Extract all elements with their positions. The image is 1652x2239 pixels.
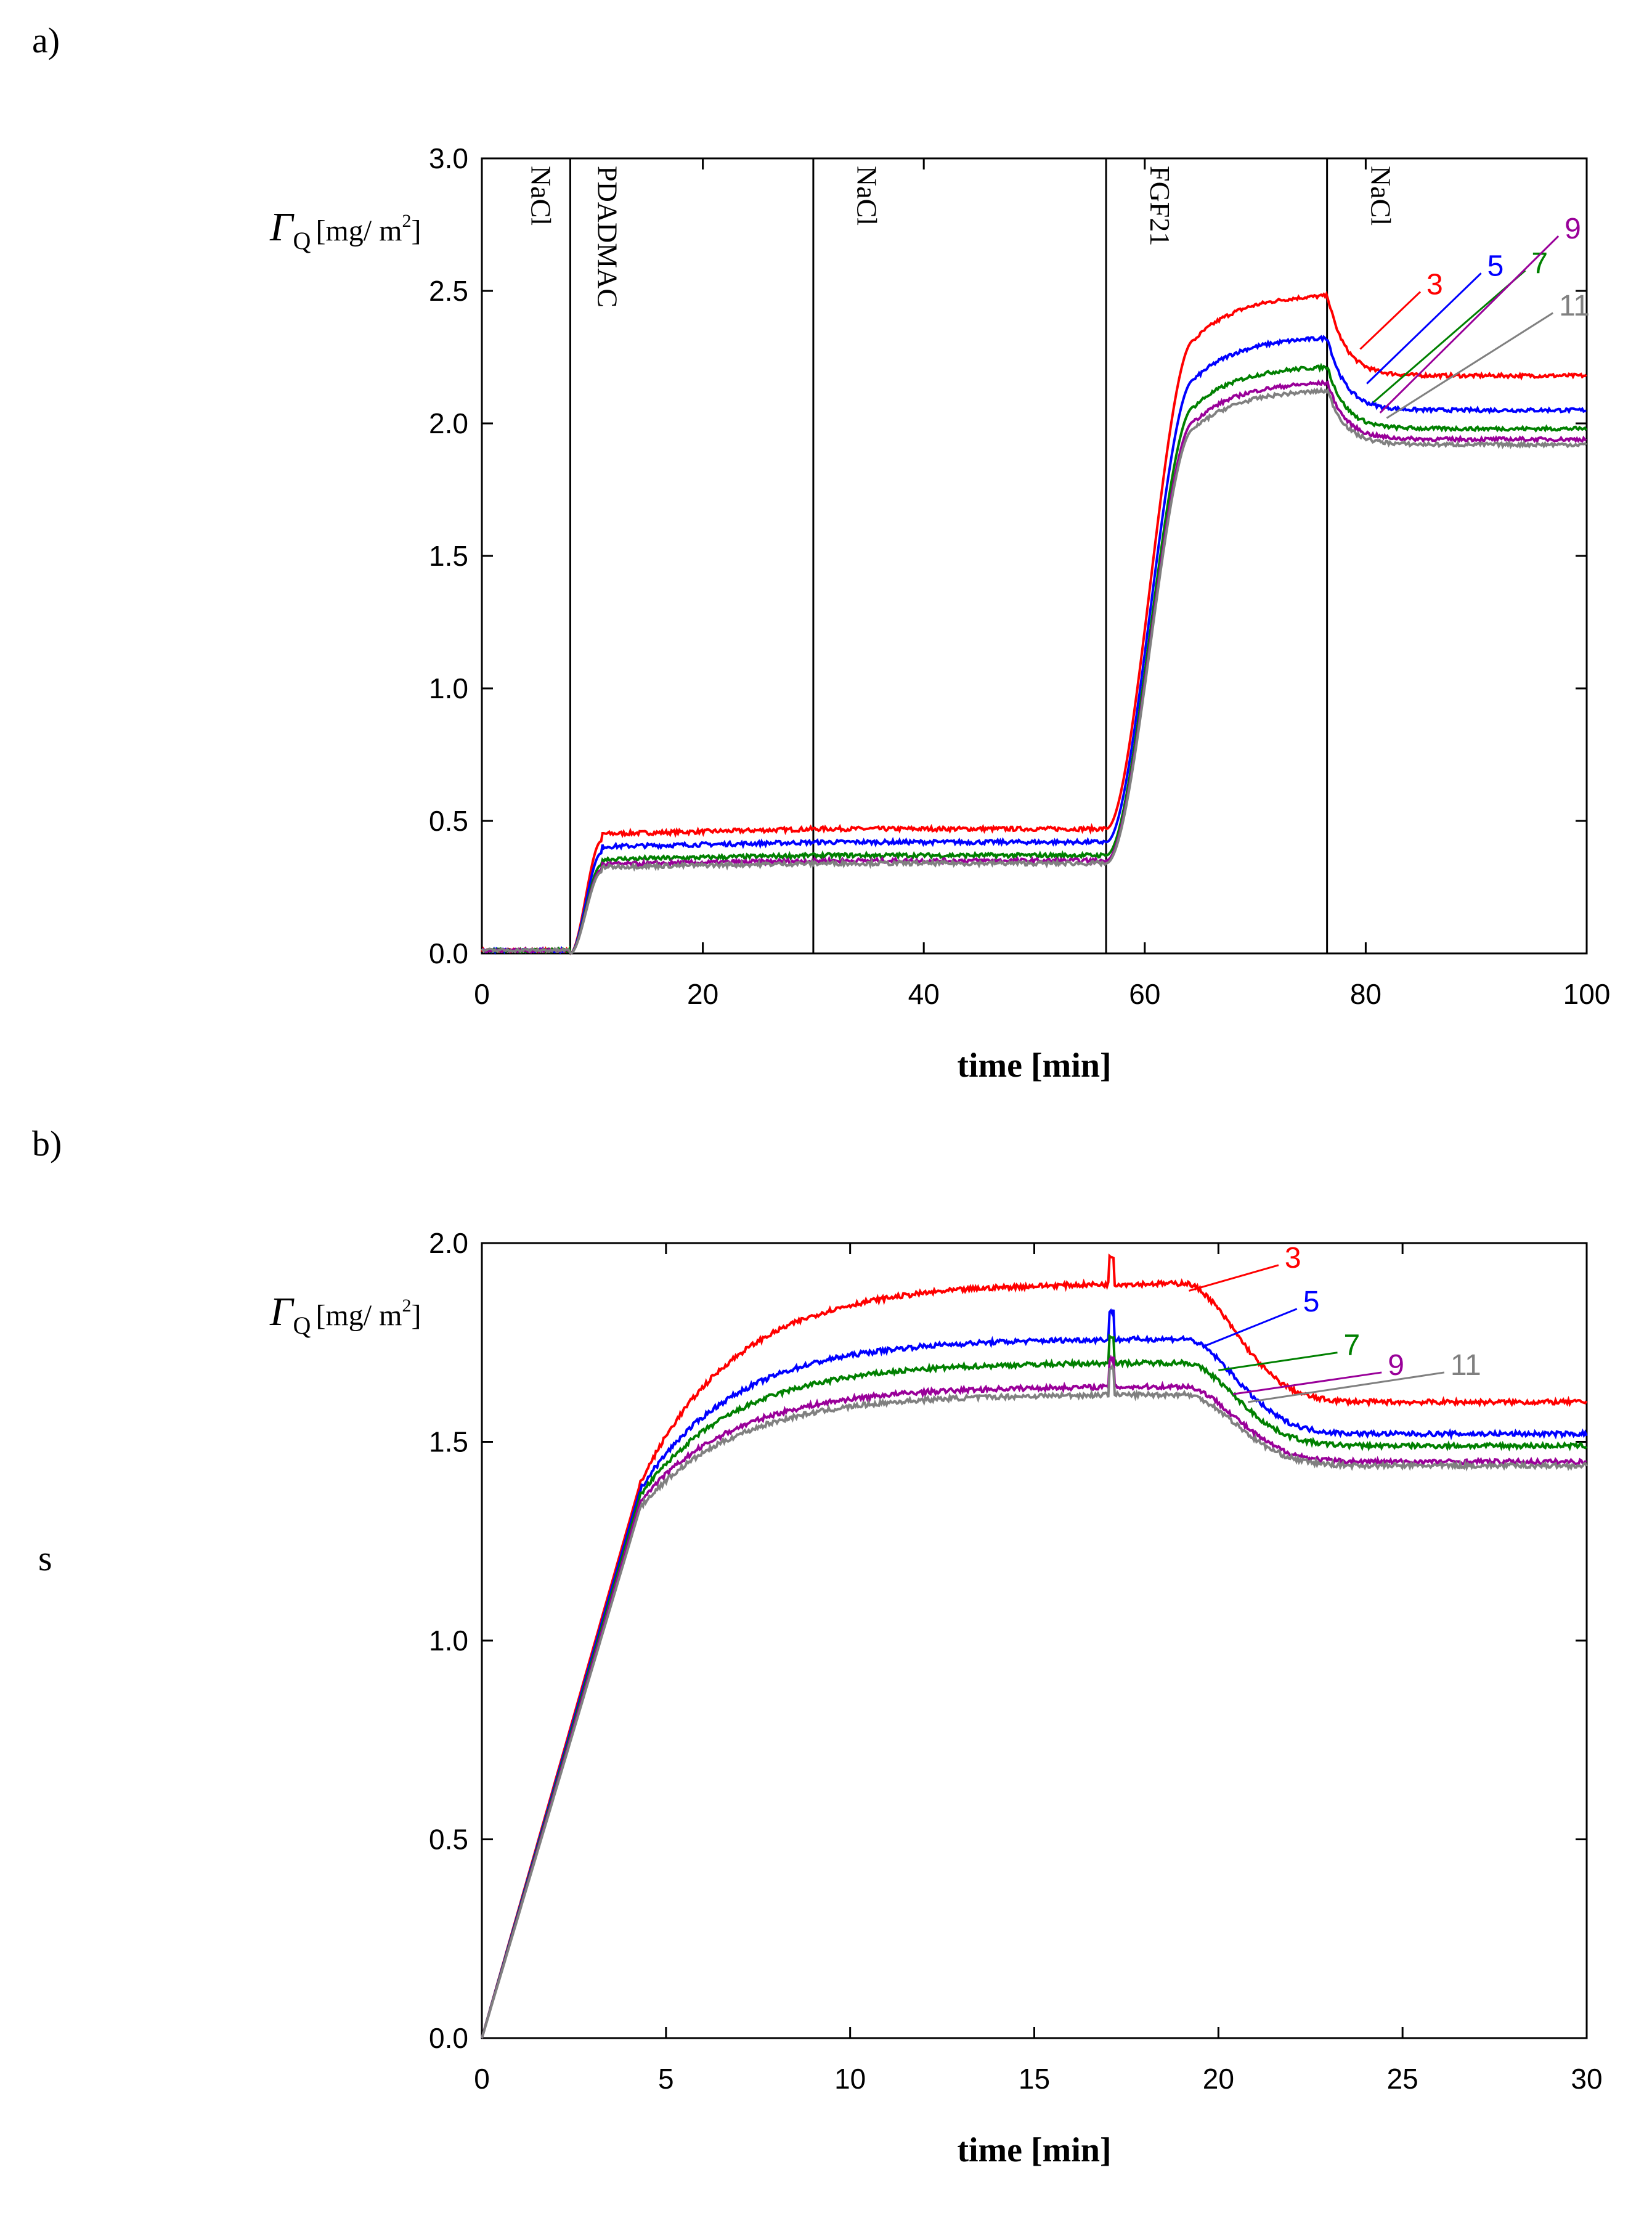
series-label-5: 5 [1303, 1286, 1320, 1318]
x-tick-label: 10 [834, 2063, 866, 2095]
series-leader-7 [1218, 1352, 1338, 1371]
panel-b-label: b) [32, 1124, 62, 1164]
series-label-7: 7 [1344, 1329, 1361, 1362]
x-tick-label: 80 [1350, 978, 1381, 1010]
series-line-3 [481, 290, 1587, 956]
panel-a-label: a) [32, 20, 60, 60]
x-tick-label: 30 [1571, 2063, 1602, 2095]
plot-frame-b [481, 1242, 1588, 2039]
series-label-11: 11 [1559, 290, 1590, 322]
series-label-11: 11 [1451, 1349, 1481, 1382]
x-tick-label: 25 [1387, 2063, 1418, 2095]
x-tick-label: 15 [1019, 2063, 1050, 2095]
x-tick-label: 5 [658, 2063, 674, 2095]
series-leader-11 [1386, 312, 1553, 419]
x-tick-label: 100 [1563, 978, 1611, 1010]
series-label-9: 9 [1565, 213, 1581, 245]
chart-a: 0 20 40 60 80 100 0.0 0.5 1.0 1.5 2.0 2.5 3.0 time [m… [269, 142, 1610, 1085]
x-axis-title: time [min] [957, 2131, 1111, 2169]
y-axis-symbol: Γ [269, 1289, 295, 1334]
y-axis-subscript: Q [293, 1311, 311, 1339]
phase-label: PDADMAC [592, 166, 623, 308]
y-tick-label: 2.0 [429, 407, 468, 439]
x-tick-label: 20 [1203, 2063, 1234, 2095]
series-line-9 [481, 1355, 1587, 2039]
y-tick-label: 1.5 [429, 540, 468, 572]
y-tick-label: 3.0 [429, 142, 468, 174]
y-tick-label: 2.5 [429, 275, 468, 307]
series-line-7 [481, 362, 1588, 955]
phase-label: NaCl [852, 166, 883, 226]
phase-label: NaCl [526, 166, 557, 226]
y-tick-label: 0.0 [429, 937, 468, 969]
phase-label: FGF21 [1144, 166, 1176, 246]
x-tick-label: 0 [474, 978, 490, 1010]
x-tick-label: 0 [474, 2063, 490, 2095]
series-leader-5 [1203, 1308, 1298, 1348]
y-tick-label: 1.0 [429, 1625, 468, 1657]
x-tick-label: 60 [1129, 978, 1160, 1010]
y-axis-unit: [mg/ m [315, 1299, 402, 1332]
series-line-11 [481, 1363, 1588, 2039]
series-leader-3 [1359, 291, 1422, 350]
y-tick-label: 1.0 [429, 672, 468, 704]
series-leader-7 [1372, 269, 1526, 403]
y-axis-close: ] [411, 1299, 421, 1332]
y-axis-title: ΓQ [mg/ m2] [269, 1289, 421, 1339]
series-label-7: 7 [1531, 247, 1548, 280]
y-axis-superscript: 2 [402, 211, 411, 231]
y-tick-label: 0.5 [429, 805, 468, 837]
series-line-3 [481, 1253, 1588, 2039]
y-axis-symbol: Γ [269, 205, 295, 250]
series-leader-5 [1366, 272, 1482, 385]
series-label-3: 3 [1426, 268, 1443, 301]
x-tick-label: 40 [908, 978, 940, 1010]
series-line-7 [481, 1333, 1588, 2039]
series-label-3: 3 [1285, 1242, 1301, 1274]
x-tick-label: 20 [687, 978, 718, 1010]
series-leader-3 [1189, 1264, 1279, 1292]
phase-label: NaCl [1365, 166, 1396, 226]
y-tick-label: 2.0 [429, 1227, 468, 1259]
series-line-11 [481, 386, 1587, 955]
y-tick-label: 1.5 [429, 1426, 468, 1458]
y-axis-close: ] [411, 214, 421, 247]
series-leader-9 [1233, 1371, 1382, 1395]
y-tick-label: 0.0 [429, 2022, 468, 2054]
series-leader-9 [1379, 235, 1560, 414]
series-label-5: 5 [1487, 250, 1504, 282]
series-label-9: 9 [1388, 1349, 1404, 1382]
x-axis-title: time [min] [957, 1046, 1111, 1085]
y-axis-unit: [mg/ m [315, 214, 402, 247]
y-axis-subscript: Q [293, 227, 311, 255]
stray-text: s [38, 1538, 52, 1578]
y-axis-superscript: 2 [402, 1295, 411, 1316]
series-line-5 [481, 1308, 1588, 2039]
y-tick-label: 0.5 [429, 1824, 468, 1856]
series-leader-11 [1247, 1371, 1445, 1403]
y-axis-title: ΓQ [mg/ m2] [269, 205, 421, 255]
